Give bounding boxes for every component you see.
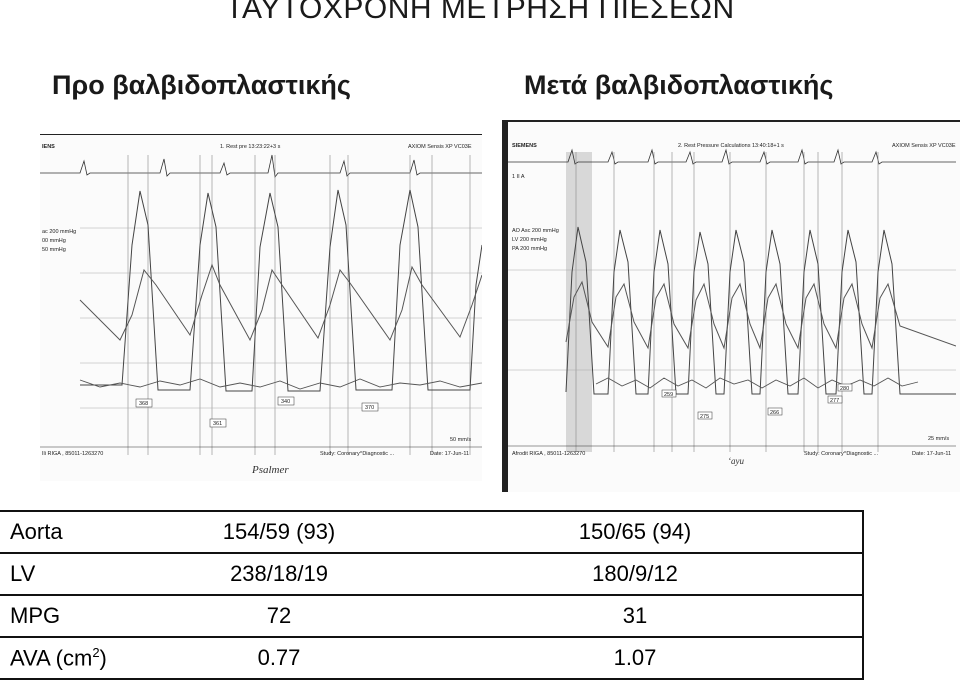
- pre-scale-3: 50 mmHg: [42, 247, 66, 253]
- pre-valvuloplasty-heading: Προ βαλβιδοπλαστικής: [52, 70, 351, 100]
- row-label: Aorta: [0, 510, 150, 554]
- pre-system: AXIOM Sensis XP VC03E: [408, 144, 472, 150]
- post-marker-1: 259: [664, 392, 673, 398]
- pre-pressure-tracing: IENS 1. Rest pre 13:23:22+3 s AXIOM Sens…: [40, 134, 482, 481]
- post-marker-4: 277: [830, 398, 839, 404]
- post-signature: ‘ayu: [728, 456, 744, 466]
- post-footer-patient: Afrodit RIGA , 85011-1263270: [512, 451, 585, 457]
- post-pressure-tracing: SIEMENS 2. Rest Pressure Calculations 13…: [502, 120, 960, 492]
- post-value: 150/65 (94): [408, 510, 864, 554]
- row-label: AVA (cm2): [0, 637, 150, 680]
- pre-marker-4: 370: [365, 405, 374, 411]
- pre-value: 154/59 (93): [150, 510, 408, 554]
- pre-footer-patient: Ili RIGA , 85011-1263270: [42, 451, 103, 457]
- row-label: LV: [0, 553, 150, 596]
- post-footer-study: Study: Coronary^Diagnostic ...: [804, 451, 879, 457]
- pre-marker-3: 340: [281, 399, 290, 405]
- table-row-mpg: MPG 72 31: [0, 595, 864, 638]
- post-footer-date: Date: 17-Jun-11: [912, 451, 951, 457]
- post-valvuloplasty-heading: Μετά βαλβιδοπλαστικής: [524, 70, 834, 100]
- post-brand: SIEMENS: [512, 143, 537, 149]
- post-scale-1: AO Asc 200 mmHg: [512, 228, 559, 234]
- table-row-aorta: Aorta 154/59 (93) 150/65 (94): [0, 510, 864, 554]
- post-scale-3: PA 200 mmHg: [512, 246, 547, 252]
- post-marker-5: 280: [840, 386, 849, 392]
- pressure-values-table: Aorta 154/59 (93) 150/65 (94) LV 238/18/…: [0, 510, 864, 680]
- pre-speed: 50 mm/s: [450, 437, 471, 443]
- pre-scale-2: 00 mmHg: [42, 238, 66, 244]
- pre-scale-1: ac 200 mmHg: [42, 229, 76, 235]
- post-value: 31: [408, 595, 864, 638]
- table-row-lv: LV 238/18/19 180/9/12: [0, 553, 864, 596]
- post-scale-2: LV 200 mmHg: [512, 237, 547, 243]
- row-label: MPG: [0, 595, 150, 638]
- pre-value: 238/18/19: [150, 553, 408, 596]
- table-row-ava: AVA (cm2) 0.77 1.07: [0, 637, 864, 680]
- pre-header: 1. Rest pre 13:23:22+3 s: [220, 144, 281, 150]
- post-lead: 1 II A: [512, 174, 525, 180]
- pre-footer-study: Study: Coronary^Diagnostic ...: [320, 451, 395, 457]
- pre-signature: Psalmer: [251, 464, 289, 476]
- pre-marker-2: 361: [213, 421, 222, 427]
- pre-value: 0.77: [150, 637, 408, 680]
- post-value: 1.07: [408, 637, 864, 680]
- post-marker-3: 266: [770, 410, 779, 416]
- post-header: 2. Rest Pressure Calculations 13:40:18+1…: [678, 143, 784, 149]
- post-value: 180/9/12: [408, 553, 864, 596]
- post-marker-2: 275: [700, 414, 709, 420]
- pre-marker-1: 368: [139, 401, 148, 407]
- pre-value: 72: [150, 595, 408, 638]
- post-speed: 25 mm/s: [928, 436, 949, 442]
- post-system: AXIOM Sensis XP VC03E: [892, 143, 956, 149]
- page-title: ΤΑΥΤΟΧΡΟΝΗ ΜΕΤΡΗΣΗ ΠΙΕΣΕΩΝ: [225, 0, 735, 25]
- pre-footer-date: Date: 17-Jun-11: [430, 451, 469, 457]
- pre-brand: IENS: [42, 144, 55, 150]
